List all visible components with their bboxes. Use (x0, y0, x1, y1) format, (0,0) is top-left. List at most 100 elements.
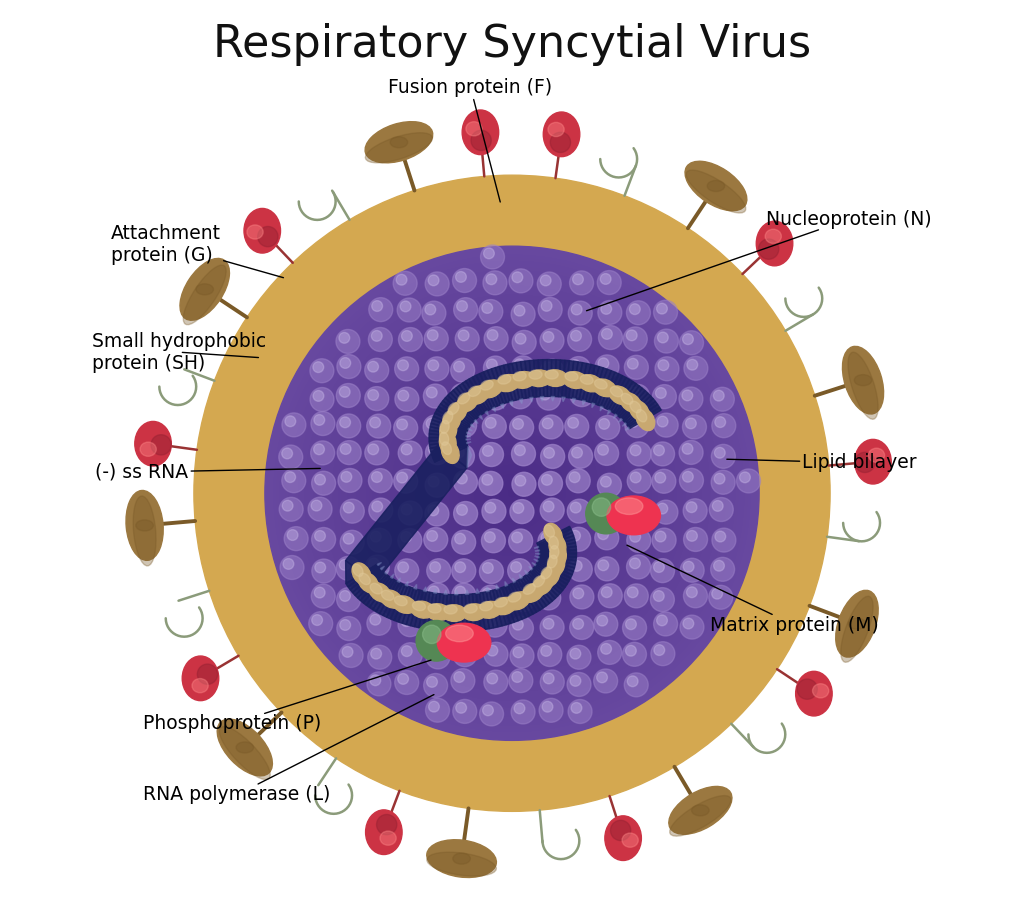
Polygon shape (373, 578, 394, 612)
Circle shape (595, 557, 618, 581)
Polygon shape (476, 373, 495, 408)
Polygon shape (540, 550, 577, 553)
Circle shape (398, 613, 422, 637)
Ellipse shape (523, 584, 536, 595)
Circle shape (425, 304, 435, 315)
Circle shape (308, 611, 333, 635)
Circle shape (623, 643, 646, 667)
Circle shape (368, 645, 392, 669)
Circle shape (683, 334, 693, 345)
Circle shape (371, 531, 381, 542)
Circle shape (372, 301, 383, 312)
Circle shape (715, 531, 726, 542)
Circle shape (340, 443, 351, 455)
Circle shape (500, 481, 524, 505)
Circle shape (628, 417, 639, 428)
Circle shape (429, 648, 439, 658)
Circle shape (628, 676, 638, 687)
Polygon shape (432, 594, 440, 631)
Polygon shape (516, 361, 526, 398)
Circle shape (651, 642, 675, 666)
Circle shape (487, 468, 537, 518)
Ellipse shape (427, 840, 497, 878)
Circle shape (627, 555, 650, 579)
Circle shape (280, 556, 304, 580)
Circle shape (339, 320, 685, 667)
Circle shape (447, 429, 577, 558)
Ellipse shape (610, 821, 631, 841)
Circle shape (512, 671, 522, 682)
Polygon shape (419, 592, 430, 629)
Circle shape (570, 383, 594, 407)
Circle shape (372, 501, 383, 512)
Polygon shape (626, 398, 655, 424)
Circle shape (542, 301, 552, 312)
Circle shape (395, 559, 419, 583)
Polygon shape (547, 360, 552, 396)
Polygon shape (603, 373, 623, 408)
Circle shape (314, 474, 326, 485)
Circle shape (598, 301, 622, 325)
Circle shape (376, 358, 648, 629)
Circle shape (454, 434, 570, 552)
Circle shape (345, 326, 679, 660)
Circle shape (494, 475, 530, 512)
Ellipse shape (380, 590, 402, 609)
Circle shape (340, 358, 350, 369)
Polygon shape (623, 393, 650, 421)
Circle shape (313, 443, 325, 455)
Polygon shape (436, 407, 470, 428)
Ellipse shape (841, 597, 873, 662)
Circle shape (484, 326, 508, 350)
Polygon shape (476, 593, 485, 630)
Circle shape (343, 502, 354, 513)
Ellipse shape (541, 567, 552, 579)
Ellipse shape (507, 592, 529, 609)
Circle shape (630, 531, 641, 542)
Circle shape (401, 616, 412, 626)
Circle shape (714, 561, 724, 571)
Circle shape (444, 425, 580, 561)
Polygon shape (531, 569, 560, 596)
Ellipse shape (796, 671, 833, 716)
Circle shape (598, 358, 609, 369)
Circle shape (650, 587, 675, 611)
Polygon shape (466, 435, 471, 437)
Circle shape (382, 363, 642, 623)
Circle shape (538, 529, 562, 553)
Polygon shape (534, 559, 539, 561)
Circle shape (428, 586, 439, 597)
Polygon shape (540, 554, 577, 561)
Polygon shape (385, 570, 389, 574)
Circle shape (653, 561, 665, 573)
Circle shape (482, 705, 494, 715)
Circle shape (568, 558, 592, 582)
Circle shape (711, 470, 735, 494)
Circle shape (597, 386, 622, 410)
Polygon shape (429, 427, 466, 435)
Ellipse shape (390, 136, 408, 148)
Polygon shape (551, 360, 556, 396)
Ellipse shape (352, 564, 364, 576)
Ellipse shape (237, 742, 254, 753)
Ellipse shape (371, 584, 382, 594)
Circle shape (426, 418, 437, 429)
Polygon shape (479, 372, 498, 408)
Polygon shape (387, 584, 404, 619)
Ellipse shape (437, 623, 490, 662)
Polygon shape (539, 560, 573, 574)
Circle shape (540, 389, 551, 400)
Polygon shape (479, 415, 482, 420)
Circle shape (284, 265, 740, 722)
Polygon shape (511, 583, 529, 618)
Text: Fusion protein (F): Fusion protein (F) (388, 77, 553, 202)
Circle shape (652, 528, 676, 552)
Polygon shape (466, 379, 487, 412)
Circle shape (365, 386, 389, 410)
Circle shape (483, 248, 495, 259)
Circle shape (541, 360, 564, 384)
Circle shape (280, 497, 303, 521)
Polygon shape (535, 546, 539, 549)
Circle shape (311, 411, 335, 435)
Polygon shape (540, 543, 577, 551)
